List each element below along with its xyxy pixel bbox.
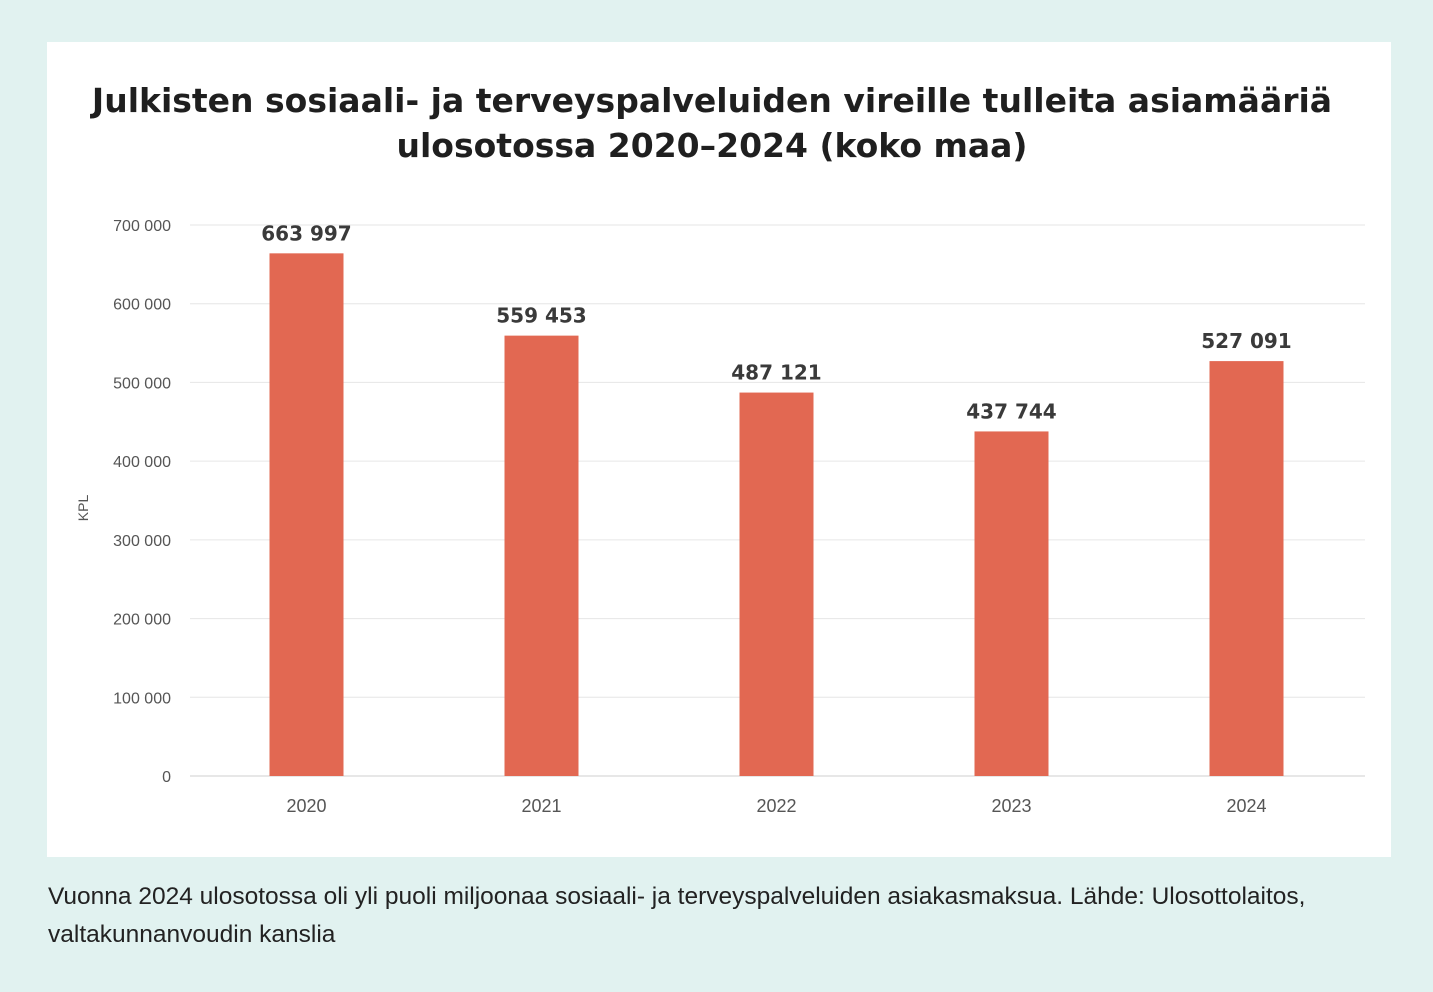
x-tick-label: 2024: [1226, 796, 1266, 816]
y-tick-label: 500 000: [113, 375, 171, 392]
data-label: 437 744: [966, 399, 1056, 423]
data-label: 559 453: [496, 304, 586, 328]
x-tick-label: 2021: [521, 796, 561, 816]
y-tick-label: 400 000: [113, 454, 171, 471]
bar: [974, 431, 1049, 776]
y-tick-label: 700 000: [113, 218, 171, 235]
data-label: 663 997: [261, 221, 351, 245]
chart-title: Julkisten sosiaali- ja terveyspalveluide…: [91, 81, 1333, 165]
bar: [504, 335, 579, 776]
data-label: 487 121: [731, 361, 821, 385]
bar: [269, 253, 344, 777]
data-label: 527 091: [1201, 329, 1291, 353]
bar: [739, 392, 814, 776]
y-tick-label: 0: [162, 769, 171, 786]
y-tick-label: 600 000: [113, 297, 171, 314]
y-tick-label: 300 000: [113, 533, 171, 550]
y-tick-label: 100 000: [113, 690, 171, 707]
bar: [1209, 361, 1284, 776]
x-tick-label: 2023: [991, 796, 1031, 816]
y-axis-label: KPL: [75, 495, 91, 522]
x-tick-label: 2022: [756, 796, 796, 816]
y-tick-label: 200 000: [113, 612, 171, 629]
caption: Vuonna 2024 ulosotossa oli yli puoli mil…: [48, 883, 1306, 948]
x-tick-label: 2020: [286, 796, 326, 816]
